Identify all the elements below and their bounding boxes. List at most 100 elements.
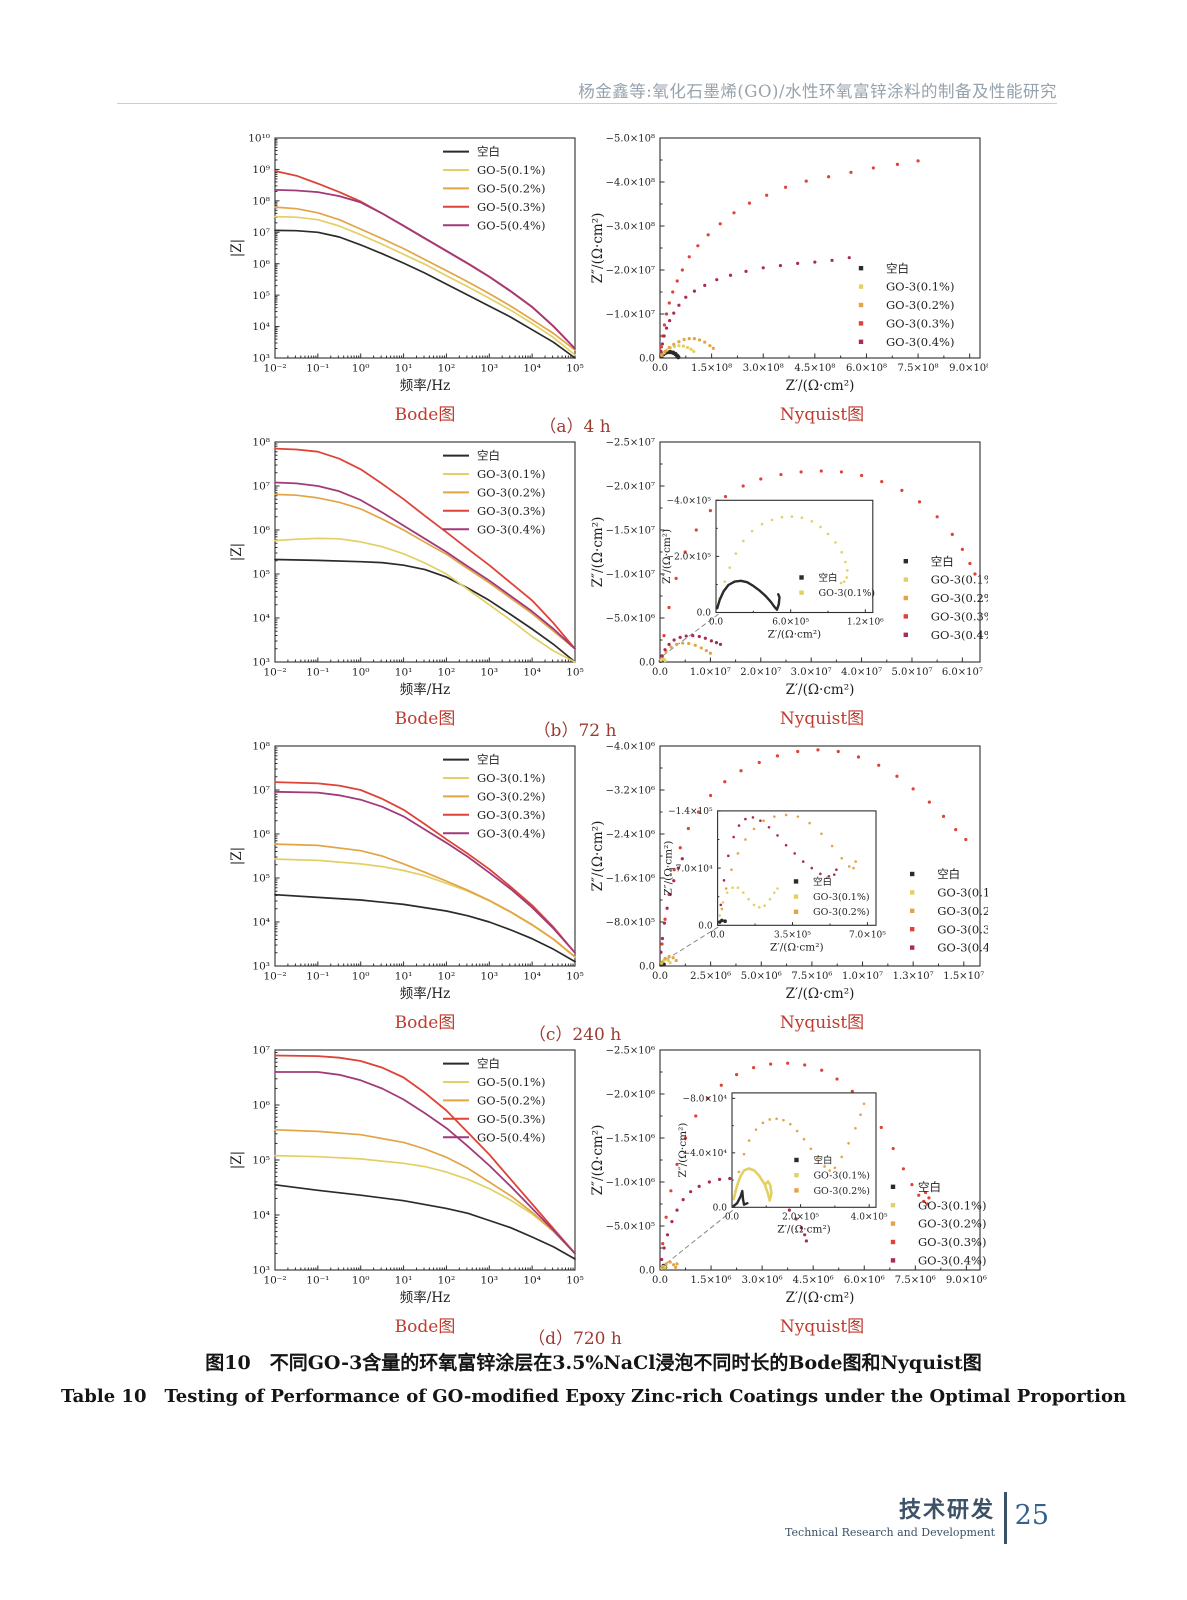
svg-text:10⁶: 10⁶ <box>252 258 270 270</box>
svg-text:−4.0×10⁵: −4.0×10⁵ <box>667 496 712 506</box>
svg-text:−2.0×10⁵: −2.0×10⁵ <box>667 553 712 563</box>
svg-text:空白: 空白 <box>813 876 832 888</box>
nyquist-caption-b: Nyquist图 <box>779 709 865 729</box>
page-header-title: 杨金鑫等:氧化石墨烯(GO)/水性环氧富锌涂料的制备及性能研究 <box>578 82 1057 101</box>
svg-text:GO-3(0.3%): GO-3(0.3%) <box>477 504 545 518</box>
svg-text:GO-3(0.4%): GO-3(0.4%) <box>477 826 545 840</box>
svg-text:空白: 空白 <box>918 1180 941 1194</box>
svg-text:−3.0×10⁸: −3.0×10⁸ <box>606 222 655 233</box>
svg-text:10⁵: 10⁵ <box>252 1155 270 1167</box>
svg-text:9.0×10⁸: 9.0×10⁸ <box>949 363 988 374</box>
svg-text:−2.0×10⁷: −2.0×10⁷ <box>606 482 655 493</box>
svg-text:10⁷: 10⁷ <box>252 785 270 797</box>
svg-text:5.0×10⁷: 5.0×10⁷ <box>891 667 932 678</box>
svg-text:Z″/(Ω·cm²): Z″/(Ω·cm²) <box>590 1125 606 1196</box>
svg-text:10⁵: 10⁵ <box>566 363 584 375</box>
svg-text:Z″/(Ω·cm²): Z″/(Ω·cm²) <box>590 213 606 284</box>
nyquist-chart-c: 0.0 2.5×10⁶ 5.0×10⁶ 7.5×10⁶ 1.0×10⁷ 1.3×10⁷ 1.… <box>590 742 988 1003</box>
svg-text:5.0×10⁶: 5.0×10⁶ <box>741 971 782 982</box>
svg-text:GO-3(0.1%): GO-3(0.1%) <box>886 280 954 294</box>
svg-text:10⁶: 10⁶ <box>252 829 270 841</box>
footer-divider <box>1004 1492 1007 1544</box>
svg-text:1.0×10⁷: 1.0×10⁷ <box>690 667 731 678</box>
svg-text:2.5×10⁶: 2.5×10⁶ <box>690 971 731 982</box>
svg-text:10⁵: 10⁵ <box>566 667 584 679</box>
svg-text:|Z|: |Z| <box>229 1151 245 1169</box>
svg-text:10³: 10³ <box>480 667 498 679</box>
svg-text:−7.0×10⁴: −7.0×10⁴ <box>668 864 713 874</box>
svg-text:10⁰: 10⁰ <box>352 667 370 679</box>
svg-text:10²: 10² <box>438 1275 456 1287</box>
nyquist-caption-c: Nyquist图 <box>779 1013 865 1033</box>
svg-text:10¹: 10¹ <box>395 1275 413 1287</box>
figure-row-b: 10⁻² 10⁻¹ 10⁰ 10¹ 10² 10³ 10⁴ 10⁵ 10³ 10⁴ 10⁵ 10⁶ 10… <box>0 434 1187 741</box>
svg-text:10⁴: 10⁴ <box>523 971 541 983</box>
svg-text:0.0: 0.0 <box>652 971 668 982</box>
svg-text:10⁴: 10⁴ <box>252 1210 270 1222</box>
svg-text:10⁻²: 10⁻² <box>263 363 286 375</box>
svg-text:Z″/(Ω·cm²): Z″/(Ω·cm²) <box>663 841 675 896</box>
header-rule <box>117 103 1057 104</box>
svg-text:Z″/(Ω·cm²): Z″/(Ω·cm²) <box>590 517 606 588</box>
svg-text:GO-3(0.4%): GO-3(0.4%) <box>937 941 988 955</box>
svg-text:空白: 空白 <box>937 867 960 881</box>
svg-text:Z′/(Ω·cm²): Z′/(Ω·cm²) <box>770 941 824 953</box>
figure-row-a: 10⁻² 10⁻¹ 10⁰ 10¹ 10² 10³ 10⁴ 10⁵ 10³ 10⁴ 10⁵ 10⁶ 10… <box>0 130 1187 437</box>
nyquist-caption-d: Nyquist图 <box>779 1317 865 1337</box>
svg-text:2.0×10⁷: 2.0×10⁷ <box>740 667 781 678</box>
svg-text:0.0: 0.0 <box>652 363 668 374</box>
svg-text:GO-3(0.1%): GO-3(0.1%) <box>931 573 988 587</box>
panel-label-b: （b）72 h <box>533 721 617 741</box>
footer-section: 技术研发 Technical Research and Development <box>785 1492 995 1539</box>
svg-text:−1.5×10⁶: −1.5×10⁶ <box>606 1134 655 1145</box>
svg-text:4.0×10⁵: 4.0×10⁵ <box>851 1212 888 1222</box>
svg-text:0.0: 0.0 <box>639 962 655 973</box>
bode-chart-d: 10⁻² 10⁻¹ 10⁰ 10¹ 10² 10³ 10⁴ 10⁵ 10³ 10⁴ 10⁵ 10⁶ 10… <box>229 1045 584 1306</box>
svg-text:GO-3(0.1%): GO-3(0.1%) <box>819 588 876 599</box>
svg-text:10³: 10³ <box>480 971 498 983</box>
svg-text:−4.0×10⁸: −4.0×10⁸ <box>606 178 655 189</box>
svg-text:10²: 10² <box>438 667 456 679</box>
svg-text:GO-5(0.1%): GO-5(0.1%) <box>477 163 545 177</box>
svg-text:10⁻¹: 10⁻¹ <box>306 971 329 983</box>
svg-text:10⁵: 10⁵ <box>252 873 270 885</box>
svg-text:GO-5(0.2%): GO-5(0.2%) <box>477 182 545 196</box>
svg-text:6.0×10⁵: 6.0×10⁵ <box>772 618 809 628</box>
svg-text:GO-3(0.1%): GO-3(0.1%) <box>477 467 545 481</box>
svg-text:Z′/(Ω·cm²): Z′/(Ω·cm²) <box>786 1290 855 1306</box>
svg-text:10⁵: 10⁵ <box>252 290 270 302</box>
svg-text:10²: 10² <box>438 363 456 375</box>
svg-text:10⁶: 10⁶ <box>252 1100 270 1112</box>
svg-text:4.0×10⁷: 4.0×10⁷ <box>841 667 882 678</box>
svg-text:Z″/(Ω·cm²): Z″/(Ω·cm²) <box>590 821 606 892</box>
svg-text:10⁸: 10⁸ <box>252 196 270 208</box>
svg-text:1.0×10⁷: 1.0×10⁷ <box>842 971 883 982</box>
svg-text:10⁶: 10⁶ <box>252 525 270 537</box>
svg-text:10⁰: 10⁰ <box>352 1275 370 1287</box>
svg-text:−2.4×10⁶: −2.4×10⁶ <box>606 830 655 841</box>
nyquist-chart-d: 0.0 1.5×10⁶ 3.0×10⁶ 4.5×10⁶ 6.0×10⁶ 7.5×10⁶ 9.… <box>590 1046 987 1307</box>
svg-text:GO-3(0.3%): GO-3(0.3%) <box>886 317 954 331</box>
svg-text:10⁹: 10⁹ <box>252 164 270 176</box>
svg-text:1.5×10⁷: 1.5×10⁷ <box>943 971 984 982</box>
svg-text:10³: 10³ <box>480 1275 498 1287</box>
svg-text:GO-3(0.1%): GO-3(0.1%) <box>813 1171 870 1182</box>
svg-text:0.0: 0.0 <box>698 921 713 931</box>
svg-text:10⁴: 10⁴ <box>252 613 270 625</box>
svg-text:7.5×10⁶: 7.5×10⁶ <box>791 971 832 982</box>
svg-text:GO-3(0.2%): GO-3(0.2%) <box>813 907 870 918</box>
svg-text:−8.0×10⁴: −8.0×10⁴ <box>683 1094 728 1104</box>
svg-text:GO-3(0.4%): GO-3(0.4%) <box>918 1254 986 1268</box>
svg-text:10⁴: 10⁴ <box>523 1275 541 1287</box>
svg-text:GO-5(0.1%): GO-5(0.1%) <box>477 1075 545 1089</box>
svg-text:0.0: 0.0 <box>639 658 655 669</box>
svg-text:空白: 空白 <box>886 261 909 275</box>
svg-text:空白: 空白 <box>931 554 954 568</box>
svg-text:10⁻²: 10⁻² <box>263 971 286 983</box>
svg-text:0.0: 0.0 <box>639 354 655 365</box>
figure-caption-en: Table 10 Testing of Performance of GO-mo… <box>60 1386 1127 1407</box>
svg-text:10⁴: 10⁴ <box>252 917 270 929</box>
svg-text:10¹: 10¹ <box>395 363 413 375</box>
svg-text:0.0: 0.0 <box>652 667 668 678</box>
nyquist-chart-b: 0.0 1.0×10⁷ 2.0×10⁷ 3.0×10⁷ 4.0×10⁷ 5.0×10⁷ 6.… <box>590 438 988 699</box>
